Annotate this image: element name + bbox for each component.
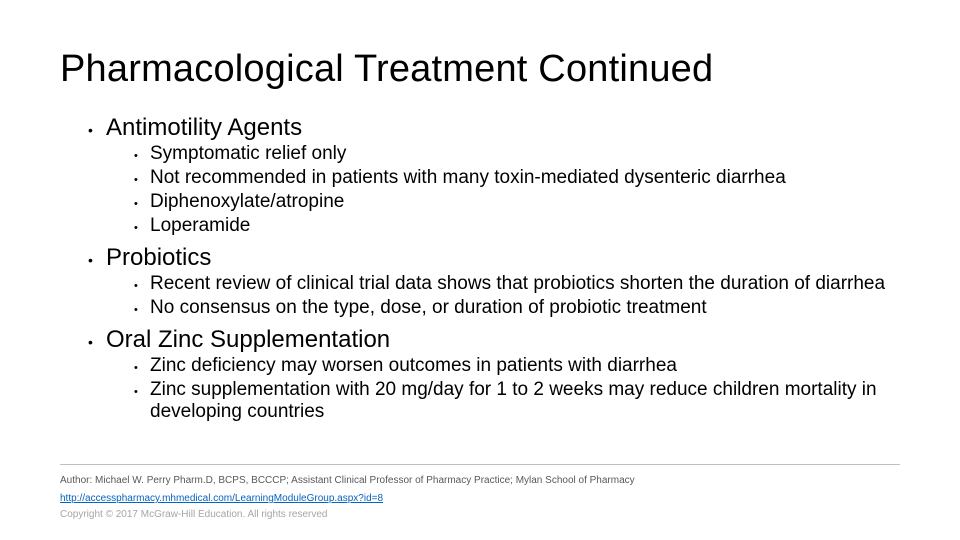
bullet-icon: • (134, 193, 150, 215)
sub-list: •Zinc deficiency may worsen outcomes in … (88, 355, 900, 423)
list-item: •No consensus on the type, dose, or dura… (134, 297, 900, 321)
slide: Pharmacological Treatment Continued • An… (0, 0, 960, 540)
section-zinc: • Oral Zinc Supplementation •Zinc defici… (88, 325, 900, 423)
item-text: Recent review of clinical trial data sho… (150, 273, 885, 295)
author-line: Author: Michael W. Perry Pharm.D, BCPS, … (60, 473, 900, 488)
bullet-icon: • (134, 357, 150, 379)
list-item: •Diphenoxylate/atropine (134, 191, 900, 215)
bullet-icon: • (134, 145, 150, 167)
bullet-icon: • (88, 117, 106, 143)
footer: Author: Michael W. Perry Pharm.D, BCPS, … (60, 464, 900, 522)
list-item: •Not recommended in patients with many t… (134, 167, 900, 191)
list-item: •Symptomatic relief only (134, 143, 900, 167)
sub-list: •Recent review of clinical trial data sh… (88, 273, 900, 321)
item-text: No consensus on the type, dose, or durat… (150, 297, 707, 319)
bullet-icon: • (134, 217, 150, 239)
section-heading: Oral Zinc Supplementation (106, 325, 390, 355)
copyright-line: Copyright © 2017 McGraw-Hill Education. … (60, 507, 900, 522)
item-text: Zinc deficiency may worsen outcomes in p… (150, 355, 677, 377)
list-item: •Recent review of clinical trial data sh… (134, 273, 900, 297)
item-text: Symptomatic relief only (150, 143, 346, 165)
section-heading: Probiotics (106, 243, 211, 273)
list-item: •Loperamide (134, 215, 900, 239)
bullet-icon: • (88, 247, 106, 273)
section-probiotics: • Probiotics •Recent review of clinical … (88, 243, 900, 321)
list-item: •Zinc supplementation with 20 mg/day for… (134, 379, 900, 423)
slide-title: Pharmacological Treatment Continued (60, 48, 900, 91)
item-text: Loperamide (150, 215, 250, 237)
item-text: Diphenoxylate/atropine (150, 191, 344, 213)
bullet-icon: • (134, 275, 150, 297)
section-antimotility: • Antimotility Agents •Symptomatic relie… (88, 113, 900, 239)
source-link[interactable]: http://accesspharmacy.mhmedical.com/Lear… (60, 493, 383, 504)
bullet-icon: • (134, 169, 150, 191)
sub-list: •Symptomatic relief only •Not recommende… (88, 143, 900, 239)
content-list: • Antimotility Agents •Symptomatic relie… (60, 113, 900, 423)
bullet-icon: • (88, 329, 106, 355)
item-text: Zinc supplementation with 20 mg/day for … (150, 379, 900, 423)
bullet-icon: • (134, 381, 150, 403)
list-item: •Zinc deficiency may worsen outcomes in … (134, 355, 900, 379)
item-text: Not recommended in patients with many to… (150, 167, 786, 189)
bullet-icon: • (134, 299, 150, 321)
section-heading: Antimotility Agents (106, 113, 302, 143)
